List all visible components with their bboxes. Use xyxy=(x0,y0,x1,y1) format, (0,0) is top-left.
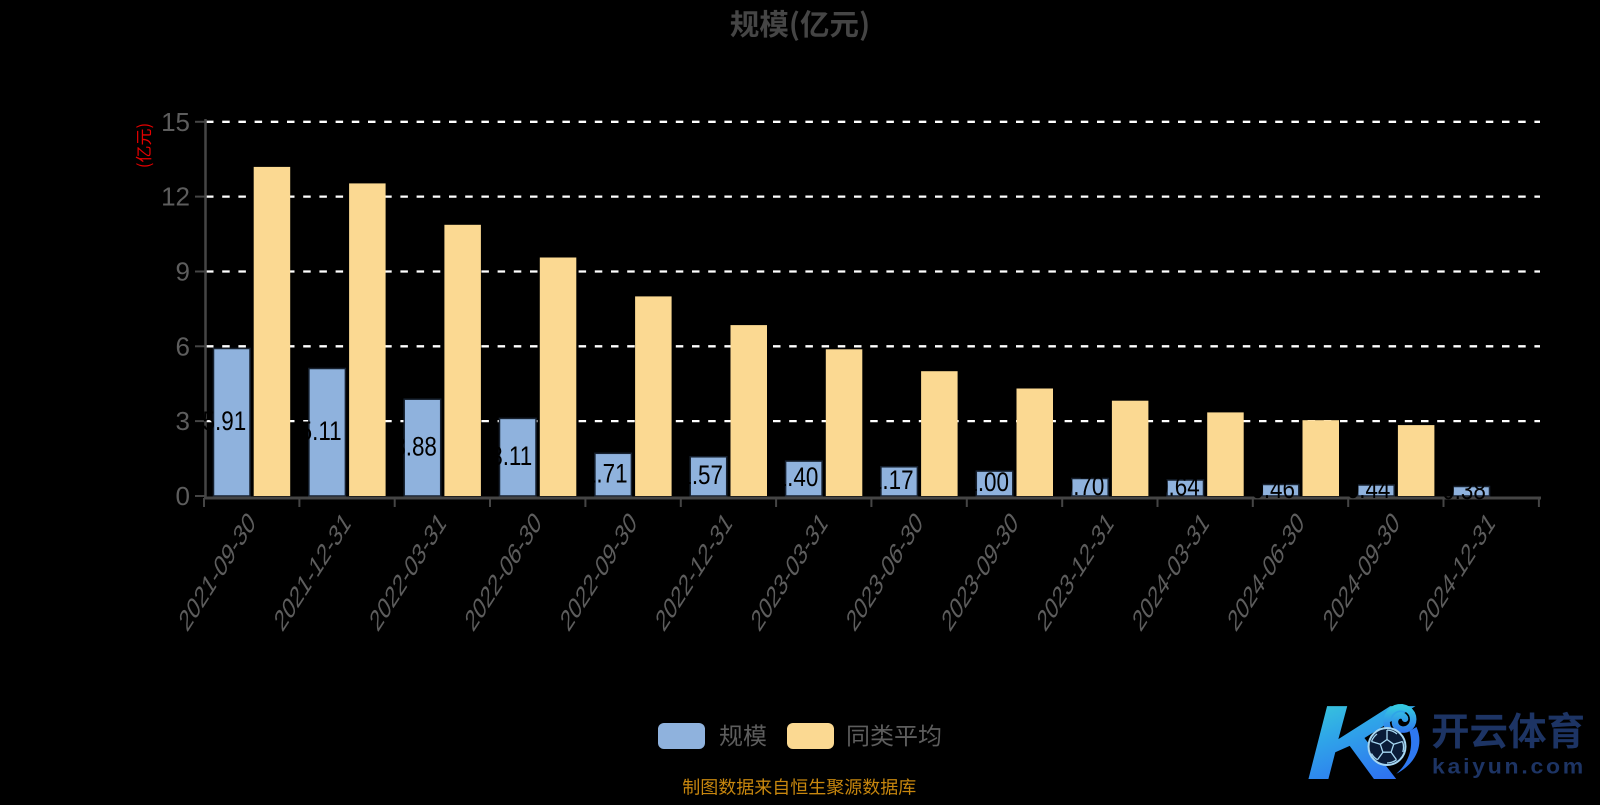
svg-text:9: 9 xyxy=(176,257,190,287)
svg-text:3.11: 3.11 xyxy=(490,442,532,471)
svg-text:1.71: 1.71 xyxy=(584,460,628,489)
svg-text:1.40: 1.40 xyxy=(775,463,819,492)
svg-text:0.38: 0.38 xyxy=(1442,476,1486,505)
svg-text:0.70: 0.70 xyxy=(1061,472,1105,501)
svg-text:0.46: 0.46 xyxy=(1251,475,1295,504)
svg-text:0: 0 xyxy=(176,481,190,511)
svg-text:1.57: 1.57 xyxy=(679,461,723,490)
svg-text:1.17: 1.17 xyxy=(870,466,914,495)
svg-text:5.91: 5.91 xyxy=(203,407,247,436)
svg-text:3.88: 3.88 xyxy=(393,433,437,462)
svg-text:0.44: 0.44 xyxy=(1347,475,1391,504)
svg-text:3: 3 xyxy=(176,406,190,436)
svg-text:5.11: 5.11 xyxy=(300,417,342,446)
svg-text:0.64: 0.64 xyxy=(1156,473,1200,502)
svg-text:kaiyun.com: kaiyun.com xyxy=(1432,756,1586,779)
svg-text:12: 12 xyxy=(161,182,190,212)
svg-text:6: 6 xyxy=(176,331,190,361)
svg-text:15: 15 xyxy=(161,107,190,137)
svg-text:1.00: 1.00 xyxy=(965,468,1009,497)
